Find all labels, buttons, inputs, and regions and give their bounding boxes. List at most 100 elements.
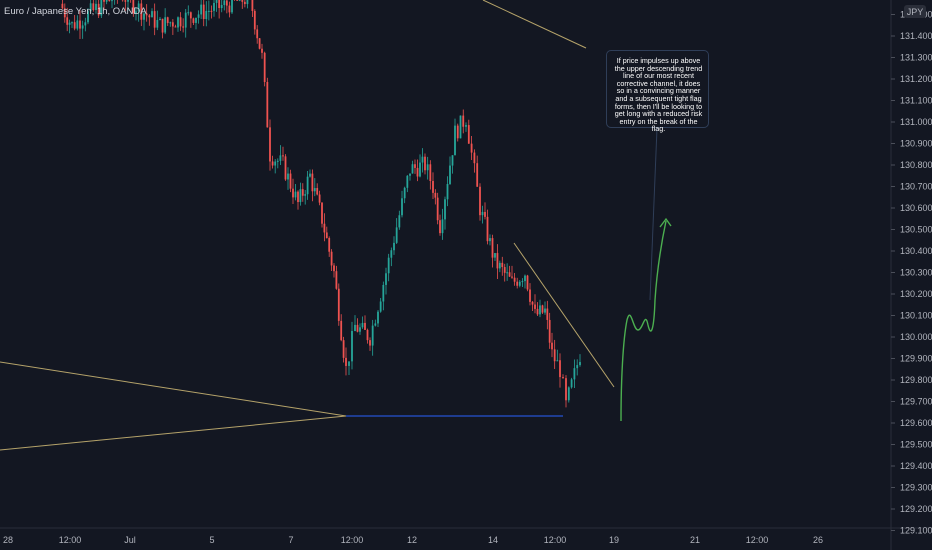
candle-body: [421, 156, 424, 163]
candle: [567, 386, 570, 403]
candle: [61, 0, 64, 10]
candle: [573, 359, 576, 388]
candle-body: [299, 189, 302, 203]
candle-body: [258, 38, 261, 49]
candle: [234, 0, 235, 1]
candle: [256, 25, 259, 44]
candle-body: [66, 17, 69, 25]
candle-body: [269, 127, 271, 162]
candle-body: [81, 25, 84, 29]
candle-body: [143, 13, 145, 20]
candle-body: [184, 12, 187, 28]
y-tick-label: 130.200: [900, 289, 932, 299]
candle: [544, 301, 546, 315]
candle: [81, 20, 84, 39]
candle-body: [345, 357, 347, 366]
candle-body: [508, 272, 511, 277]
candle: [279, 145, 282, 165]
candle: [177, 16, 179, 32]
callout-pointer: [649, 127, 658, 301]
candle-body: [330, 251, 333, 266]
candle-body: [511, 276, 513, 278]
candle-body: [524, 275, 526, 282]
candle: [459, 115, 462, 139]
candle-body: [76, 20, 79, 29]
candle-body: [516, 281, 519, 286]
candle: [192, 17, 195, 25]
candle: [87, 8, 89, 25]
candle-body: [529, 289, 531, 302]
candle-body: [546, 308, 549, 320]
candle: [220, 0, 223, 13]
candle: [451, 155, 454, 174]
candle: [297, 190, 299, 210]
candle: [309, 169, 311, 178]
candle: [473, 149, 476, 173]
candle: [321, 202, 323, 228]
candle-body: [213, 2, 215, 11]
candle: [441, 208, 444, 240]
candle: [359, 323, 361, 335]
candle-body: [551, 342, 553, 350]
candle: [411, 160, 414, 174]
x-tick-label: 7: [288, 535, 293, 545]
candle-body: [429, 164, 432, 181]
candle: [132, 0, 135, 17]
candle-body: [325, 232, 328, 239]
candle-body: [71, 22, 73, 24]
candle: [576, 359, 579, 376]
candle: [421, 148, 424, 173]
candle: [444, 196, 446, 230]
candle-body: [479, 186, 481, 216]
annotation-callout[interactable]: If price impulses up above the upper des…: [606, 50, 709, 133]
candle-body: [246, 0, 249, 5]
candle-body: [202, 4, 205, 20]
channel-trendline: [513, 242, 615, 388]
x-tick-label: 21: [690, 535, 700, 545]
x-tick-label: 28: [3, 535, 13, 545]
candle-body: [374, 323, 377, 326]
candle: [251, 0, 254, 18]
candle-body: [301, 189, 304, 196]
candle-body: [100, 0, 103, 16]
candle: [301, 183, 304, 202]
x-tick-label: 5: [209, 535, 214, 545]
candle: [323, 213, 326, 242]
candle-body: [179, 17, 182, 27]
x-tick-label: 12:00: [59, 535, 82, 545]
candle: [253, 9, 256, 35]
candle-body: [223, 0, 226, 6]
projection-path: [620, 220, 667, 422]
candle: [342, 336, 345, 363]
candle: [105, 0, 108, 5]
currency-badge[interactable]: JPY: [904, 5, 926, 18]
candle: [548, 312, 551, 349]
candle-body: [361, 322, 364, 328]
candle-body: [559, 360, 561, 378]
candle-body: [274, 161, 277, 166]
candle: [553, 339, 556, 370]
candle: [274, 159, 277, 174]
candle-body: [266, 82, 269, 128]
candle-body: [348, 361, 350, 366]
candle: [335, 265, 338, 290]
candle-body: [371, 325, 374, 346]
candle-body: [567, 387, 570, 401]
candle-body: [419, 162, 421, 177]
candle: [467, 119, 470, 144]
candle-body: [439, 220, 441, 234]
candle: [97, 0, 100, 19]
candle: [318, 190, 321, 206]
candle: [151, 8, 153, 18]
candle-body: [284, 156, 287, 180]
y-tick-label: 131.400: [900, 31, 932, 41]
candle-body: [261, 48, 263, 53]
candle-body: [354, 324, 356, 332]
candle-body: [489, 238, 491, 242]
candle-body: [387, 257, 390, 274]
candle: [159, 17, 161, 21]
candle: [294, 184, 297, 201]
candle: [406, 175, 409, 193]
candle: [171, 19, 174, 35]
